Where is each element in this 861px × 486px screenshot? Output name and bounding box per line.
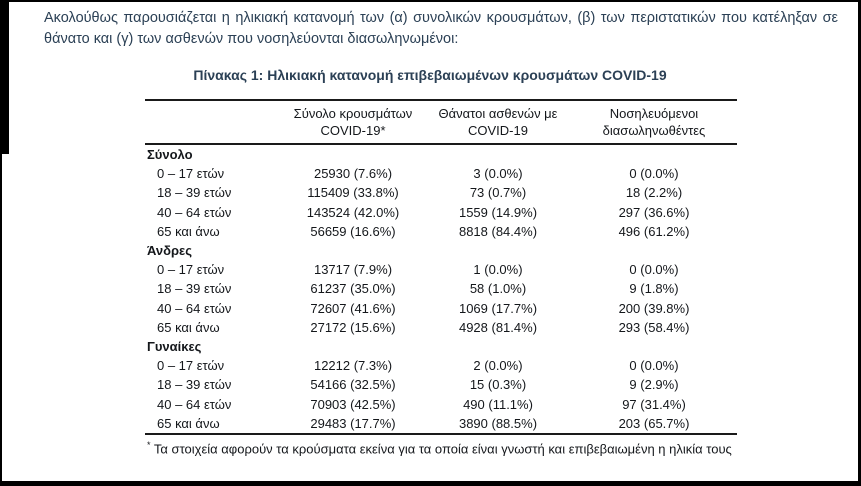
cell-intubated: 297 (36.6%): [618, 204, 690, 220]
table-row: 65 και άνω 29483 (17.7%) 3890 (88.5%) 20…: [145, 414, 737, 434]
table-row: 0 – 17 ετών 25930 (7.6%) 3 (0.0%) 0 (0.0…: [145, 164, 737, 183]
cell-cases: 61237 (35.0%): [310, 281, 396, 297]
section-label: Σύνολο: [147, 147, 193, 162]
table-row: 40 – 64 ετών 72607 (41.6%) 1069 (17.7%) …: [145, 299, 737, 318]
cell-intubated: 496 (61.2%): [618, 223, 690, 239]
table-row: 18 – 39 ετών 61237 (35.0%) 58 (1.0%) 9 (…: [145, 279, 737, 298]
cell-cases: 29483 (17.7%): [310, 415, 396, 431]
footnote-text: Τα στοιχεία αφορούν τα κρούσματα εκείνα …: [153, 441, 732, 457]
cell-deaths: 15 (0.3%): [469, 377, 527, 393]
row-label: 40 – 64 ετών: [157, 204, 232, 220]
row-label: 65 και άνω: [157, 223, 220, 239]
cell-intubated: 200 (39.8%): [618, 300, 690, 316]
row-label: 0 – 17 ετών: [157, 358, 225, 374]
row-label: 0 – 17 ετών: [157, 262, 225, 278]
cell-deaths: 8818 (84.4%): [458, 223, 538, 239]
row-label: 18 – 39 ετών: [157, 281, 232, 297]
row-label: 0 – 17 ετών: [157, 166, 225, 182]
cell-deaths: 1069 (17.7%): [458, 300, 538, 316]
header-row: Σύνολο κρουσμάτων COVID-19* Θάνατοι ασθε…: [145, 100, 737, 145]
table-row: 18 – 39 ετών 54166 (32.5%) 15 (0.3%) 9 (…: [145, 375, 737, 394]
cell-cases: 54166 (32.5%): [310, 377, 396, 393]
cell-deaths: 4928 (81.4%): [458, 319, 538, 335]
intro-paragraph: Ακολούθως παρουσιάζεται η ηλικιακή καταν…: [44, 10, 838, 47]
table-header: Σύνολο κρουσμάτων COVID-19* Θάνατοι ασθε…: [145, 100, 737, 145]
cell-cases: 12212 (7.3%): [313, 358, 393, 374]
table-row: 40 – 64 ετών 143524 (42.0%) 1559 (14.9%)…: [145, 203, 737, 222]
cell-deaths: 1 (0.0%): [473, 262, 523, 278]
cell-intubated: 18 (2.2%): [625, 185, 683, 201]
table-row: 0 – 17 ετών 13717 (7.9%) 1 (0.0%) 0 (0.0…: [145, 260, 737, 279]
cell-intubated: 0 (0.0%): [629, 166, 679, 182]
column-header-deaths: Θάνατοι ασθενών με COVID-19: [425, 100, 571, 145]
cell-cases: 70903 (42.5%): [310, 396, 396, 412]
cell-intubated: 293 (58.4%): [618, 319, 690, 335]
column-header-intubated: Νοσηλευόμενοι διασωληνωθέντες: [571, 100, 737, 145]
row-label: 65 και άνω: [157, 319, 220, 335]
cell-cases: 27172 (15.6%): [310, 319, 396, 335]
cell-deaths: 3 (0.0%): [473, 166, 523, 182]
column-header-total-cases: Σύνολο κρουσμάτων COVID-19*: [281, 100, 425, 145]
row-label: 40 – 64 ετών: [157, 396, 232, 412]
cell-deaths: 2 (0.0%): [473, 358, 523, 374]
cell-cases: 143524 (42.0%): [306, 204, 400, 220]
cell-intubated: 0 (0.0%): [629, 262, 679, 278]
cell-cases: 25930 (7.6%): [313, 166, 393, 182]
cell-intubated: 97 (31.4%): [622, 396, 686, 412]
page-edge-artifact: [2, 2, 9, 154]
cell-deaths: 58 (1.0%): [469, 281, 527, 297]
table-row: 40 – 64 ετών 70903 (42.5%) 490 (11.1%) 9…: [145, 395, 737, 414]
table-row: 65 και άνω 27172 (15.6%) 4928 (81.4%) 29…: [145, 318, 737, 337]
section-row-women: Γυναίκες: [145, 337, 737, 356]
table-row: 18 – 39 ετών 115409 (33.8%) 73 (0.7%) 18…: [145, 183, 737, 202]
row-label: 65 και άνω: [157, 415, 220, 431]
table-body: Σύνολο 0 – 17 ετών 25930 (7.6%) 3 (0.0%)…: [145, 144, 737, 434]
cell-deaths: 1559 (14.9%): [458, 204, 538, 220]
cell-deaths: 73 (0.7%): [469, 185, 527, 201]
row-label: 18 – 39 ετών: [157, 185, 232, 201]
section-label: Γυναίκες: [147, 339, 202, 355]
covid-age-distribution-table: Σύνολο κρουσμάτων COVID-19* Θάνατοι ασθε…: [145, 99, 737, 436]
column-header-empty: [145, 100, 281, 145]
row-label: 18 – 39 ετών: [157, 377, 232, 393]
cell-intubated: 9 (2.9%): [629, 377, 679, 393]
cell-cases: 72607 (41.6%): [310, 300, 396, 316]
table-title: Πίνακας 1: Ηλικιακή κατανομή επιβεβαιωμέ…: [193, 67, 667, 83]
section-row-men: Άνδρες: [145, 241, 737, 260]
cell-cases: 56659 (16.6%): [310, 223, 396, 239]
table-row: 65 και άνω 56659 (16.6%) 8818 (84.4%) 49…: [145, 222, 737, 241]
cell-intubated: 203 (65.7%): [618, 415, 690, 431]
cell-intubated: 9 (1.8%): [629, 281, 679, 297]
section-row-total: Σύνολο: [145, 144, 737, 164]
section-label: Άνδρες: [147, 243, 192, 259]
cell-intubated: 0 (0.0%): [629, 358, 679, 374]
footnote-marker: *: [147, 440, 151, 451]
row-label: 40 – 64 ετών: [157, 300, 232, 316]
table-footnote: * Τα στοιχεία αφορούν τα κρούσματα εκείν…: [147, 437, 739, 457]
cell-cases: 13717 (7.9%): [313, 262, 393, 278]
cell-deaths: 490 (11.1%): [463, 396, 533, 412]
table-row: 0 – 17 ετών 12212 (7.3%) 2 (0.0%) 0 (0.0…: [145, 356, 737, 375]
cell-cases: 115409 (33.8%): [307, 185, 399, 201]
cell-deaths: 3890 (88.5%): [458, 415, 538, 431]
